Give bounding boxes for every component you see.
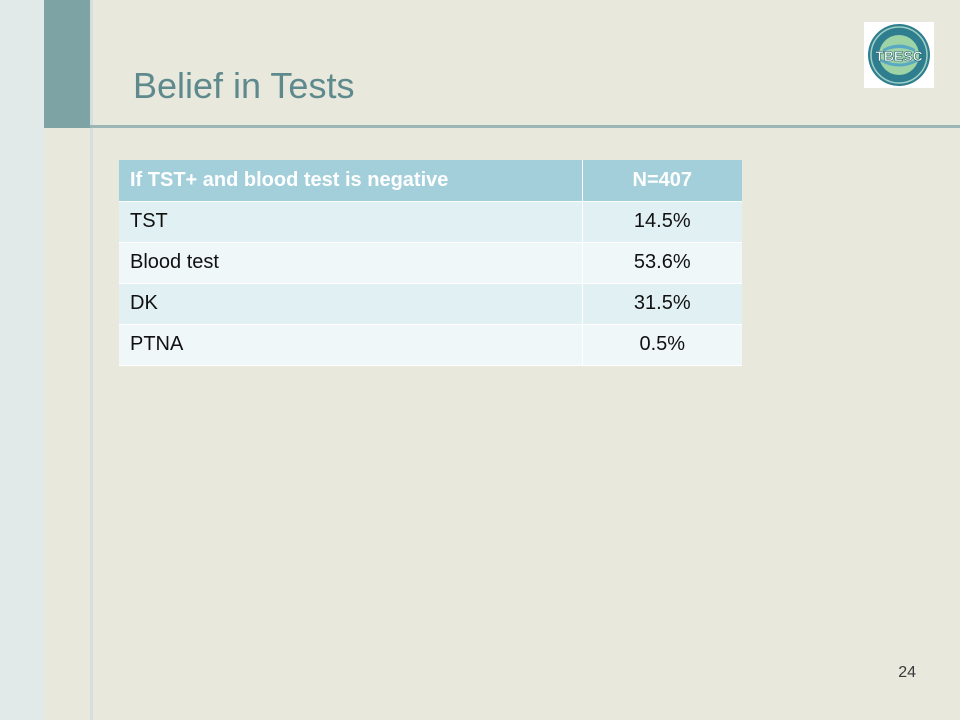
belief-in-tests-table: If TST+ and blood test is negative N=407…	[119, 160, 742, 366]
page-number: 24	[898, 664, 916, 681]
left-decor-band	[0, 0, 44, 720]
row-value: 0.5%	[581, 324, 742, 366]
logo-text: TBESC	[875, 48, 922, 64]
slide-title: Belief in Tests	[133, 65, 355, 106]
row-label: TST	[119, 201, 582, 243]
tbesc-seal-icon: TBESC	[864, 22, 934, 88]
row-label: DK	[119, 283, 582, 325]
table-row: TST 14.5%	[119, 201, 742, 243]
row-value: 14.5%	[581, 201, 742, 243]
title-underline-rule	[90, 125, 960, 128]
left-divider-line	[90, 0, 93, 720]
header-question: If TST+ and blood test is negative	[119, 160, 582, 202]
table-row: PTNA 0.5%	[119, 324, 742, 366]
row-label: Blood test	[119, 242, 582, 284]
row-value: 53.6%	[581, 242, 742, 284]
left-accent-stripe	[44, 0, 90, 128]
row-label: PTNA	[119, 324, 582, 366]
header-sample-size: N=407	[581, 160, 742, 202]
row-value: 31.5%	[581, 283, 742, 325]
table-row: Blood test 53.6%	[119, 242, 742, 284]
table-row: DK 31.5%	[119, 283, 742, 325]
table-header-row: If TST+ and blood test is negative N=407	[119, 160, 742, 202]
